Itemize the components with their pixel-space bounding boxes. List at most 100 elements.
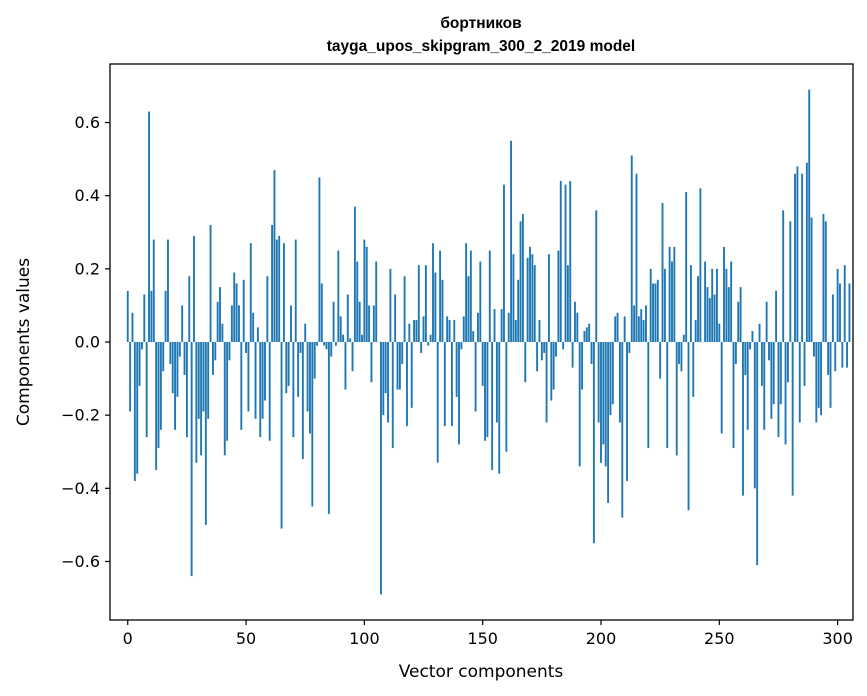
bar-164 — [514, 320, 517, 342]
bar-1 — [129, 342, 132, 412]
bar-177 — [545, 342, 548, 423]
bar-19 — [171, 342, 174, 394]
bar-59 — [266, 276, 269, 342]
bar-131 — [436, 342, 439, 463]
bar-108 — [382, 342, 385, 416]
bar-276 — [779, 342, 782, 405]
bar-66 — [282, 243, 285, 342]
bar-267 — [758, 323, 761, 342]
bar-115 — [398, 342, 401, 390]
bar-249 — [715, 268, 718, 342]
bar-70 — [292, 342, 295, 438]
bar-192 — [581, 342, 584, 390]
bar-135 — [446, 316, 449, 342]
bar-37 — [214, 342, 217, 361]
bar-206 — [614, 316, 617, 342]
bar-226 — [661, 203, 664, 342]
bar-300 — [836, 268, 839, 342]
bar-147 — [474, 342, 477, 412]
bar-290 — [813, 342, 815, 357]
y-tick-label: −0.6 — [61, 552, 100, 571]
bar-299 — [834, 342, 837, 372]
bar-68 — [287, 342, 290, 386]
bar-140 — [458, 342, 460, 445]
bar-27 — [190, 342, 193, 577]
bar-58 — [264, 342, 266, 401]
bar-41 — [223, 342, 226, 456]
bar-210 — [623, 316, 626, 342]
bar-47 — [238, 305, 240, 342]
bar-270 — [765, 301, 768, 342]
bar-55 — [256, 327, 259, 342]
bar-18 — [169, 342, 172, 364]
bar-292 — [817, 342, 820, 408]
bar-149 — [479, 261, 482, 342]
bar-200 — [600, 342, 602, 463]
bar-194 — [585, 327, 588, 342]
bar-141 — [460, 342, 463, 350]
bar-50 — [245, 342, 247, 353]
bar-261 — [744, 342, 747, 375]
bar-275 — [777, 342, 780, 438]
bar-156 — [495, 342, 498, 423]
bar-225 — [659, 342, 662, 379]
bar-75 — [304, 323, 307, 342]
bar-248 — [713, 294, 716, 342]
bar-56 — [259, 342, 262, 438]
bar-64 — [278, 235, 281, 342]
bar-272 — [770, 342, 773, 419]
bar-44 — [230, 305, 233, 342]
bar-119 — [408, 323, 411, 342]
x-tick-label: 250 — [704, 629, 735, 648]
bar-282 — [794, 173, 796, 342]
bar-251 — [720, 342, 723, 434]
bar-62 — [273, 170, 276, 342]
bar-229 — [668, 246, 671, 342]
bar-257 — [734, 342, 737, 364]
bar-14 — [159, 342, 162, 430]
bar-162 — [510, 140, 513, 342]
bar-245 — [706, 287, 709, 342]
bar-264 — [751, 331, 754, 342]
bar-107 — [379, 342, 382, 595]
bar-165 — [517, 279, 520, 342]
chart-title-line-1: бортников — [440, 15, 521, 32]
bar-289 — [810, 217, 813, 342]
bar-51 — [247, 342, 250, 412]
bar-189 — [574, 301, 576, 342]
bar-240 — [694, 320, 697, 342]
bar-150 — [481, 342, 484, 386]
bar-234 — [680, 342, 683, 372]
bar-293 — [820, 342, 822, 416]
bar-239 — [692, 342, 695, 397]
bar-145 — [469, 250, 472, 342]
y-axis: −0.6 −0.4 −0.2 0.0 0.2 0.4 0.6 — [61, 113, 110, 571]
x-axis-label: Vector components — [399, 662, 564, 682]
bar-186 — [566, 265, 569, 342]
bar-298 — [831, 294, 834, 342]
bar-221 — [649, 268, 652, 342]
bar-45 — [233, 272, 236, 342]
bar-181 — [555, 342, 557, 357]
bar-148 — [477, 312, 479, 342]
bar-286 — [803, 342, 806, 386]
bar-12 — [155, 342, 158, 471]
bar-101 — [365, 246, 368, 342]
bar-88 — [335, 342, 337, 346]
bar-167 — [521, 213, 524, 342]
x-tick-label: 300 — [822, 629, 853, 648]
bar-49 — [242, 279, 245, 342]
bar-81 — [318, 177, 321, 342]
bar-179 — [550, 342, 553, 401]
x-tick-label: 150 — [467, 629, 498, 648]
bar-213 — [630, 155, 633, 342]
bar-193 — [583, 331, 586, 342]
bar-242 — [699, 188, 702, 342]
bar-171 — [531, 254, 534, 342]
bar-207 — [616, 312, 619, 342]
bar-4 — [136, 342, 139, 474]
bar-114 — [396, 342, 399, 390]
bar-259 — [739, 287, 742, 342]
bar-173 — [536, 342, 539, 372]
bar-216 — [637, 316, 640, 342]
